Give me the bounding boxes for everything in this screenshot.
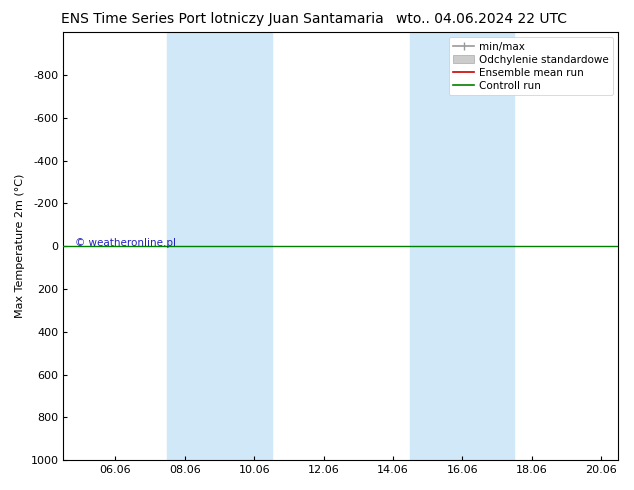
Bar	[167, 32, 271, 460]
Text: ENS Time Series Port lotniczy Juan Santamaria: ENS Time Series Port lotniczy Juan Santa…	[60, 12, 384, 26]
Bar	[410, 32, 514, 460]
Text: © weatheronline.pl: © weatheronline.pl	[75, 238, 176, 248]
Text: wto.. 04.06.2024 22 UTC: wto.. 04.06.2024 22 UTC	[396, 12, 567, 26]
Y-axis label: Max Temperature 2m (°C): Max Temperature 2m (°C)	[15, 174, 25, 318]
Legend: min/max, Odchylenie standardowe, Ensemble mean run, Controll run: min/max, Odchylenie standardowe, Ensembl…	[449, 37, 613, 95]
